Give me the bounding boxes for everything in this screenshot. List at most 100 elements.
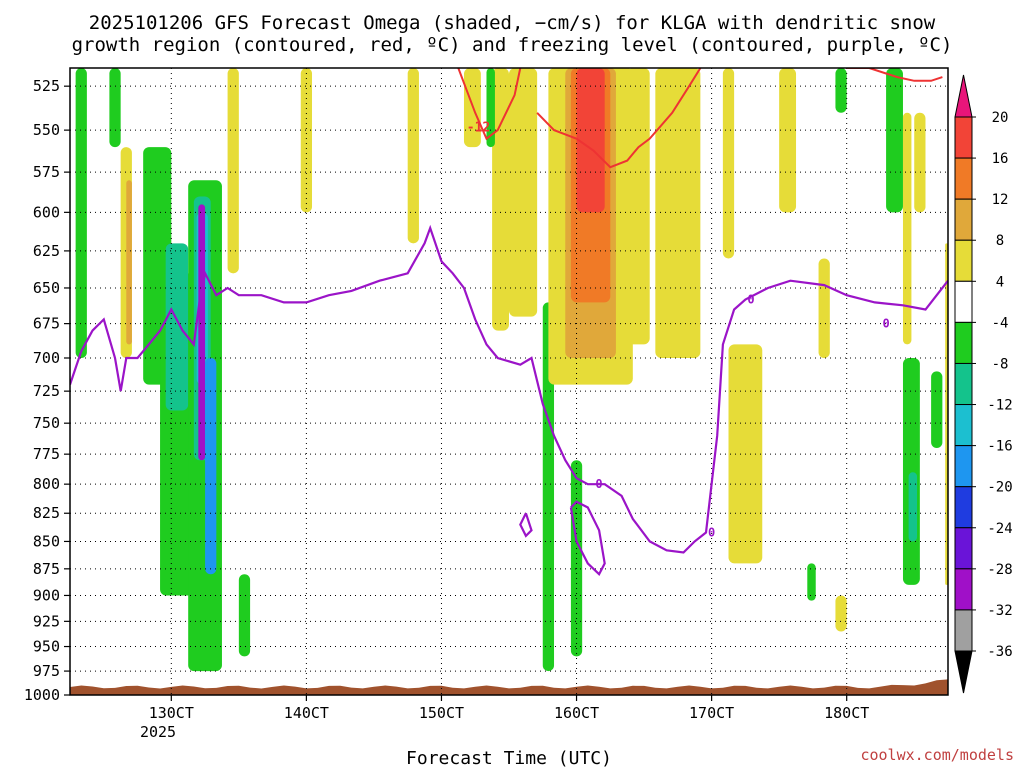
omega-region: [227, 68, 239, 274]
y-tick-label: 950: [33, 638, 60, 656]
omega-region: [914, 112, 926, 213]
omega-region: [542, 302, 555, 672]
y-tick-label: 925: [33, 612, 60, 630]
omega-region: [902, 112, 912, 345]
y-tick-label: 900: [33, 586, 60, 604]
colorbar-label: -36: [987, 644, 1012, 660]
colorbar-label: 16: [992, 151, 1009, 167]
colorbar-bin: [954, 157, 973, 200]
omega-region: [835, 595, 847, 632]
y-tick-label: 650: [33, 279, 60, 297]
colorbar-bin: [954, 116, 973, 159]
omega-region: [902, 357, 920, 585]
plot-frame: [69, 67, 949, 696]
omega-region: [818, 258, 830, 358]
y-tick-label: 850: [33, 532, 60, 550]
colorbar-bin: [954, 445, 973, 488]
freezing-level-label: 0: [708, 526, 715, 540]
ground-terrain: [70, 679, 948, 695]
omega-region: [576, 68, 605, 213]
y-tick-label: 975: [33, 662, 60, 680]
y-tick-label: 525: [33, 77, 60, 95]
x-tick-label: 170CT: [689, 704, 734, 722]
dendritic-contour-line: [846, 68, 943, 82]
colorbar-bin: [954, 280, 973, 323]
omega-region: [908, 472, 918, 542]
colorbar-bottom-arrow: [954, 650, 973, 694]
colorbar-bin: [954, 568, 973, 611]
freezing-level-label: 0: [595, 477, 602, 491]
y-tick-label: 625: [33, 242, 60, 260]
colorbar-bin: [954, 486, 973, 529]
y-tick-label: 550: [33, 121, 60, 139]
y-tick-label: 725: [33, 382, 60, 400]
y-tick-label: 800: [33, 475, 60, 493]
freezing-level-small-loop: [519, 512, 533, 538]
colorbar-bin: [954, 239, 973, 282]
contour-lines: -12 0 0 0 0: [70, 68, 948, 577]
y-tick-label: 875: [33, 560, 60, 578]
x-axis-year-label: 2025: [140, 723, 176, 741]
x-axis-title: Forecast Time (UTC): [406, 748, 612, 768]
colorbar-bin: [954, 362, 973, 406]
x-tick-label: 150CT: [419, 704, 464, 722]
colorbar-label: -20: [987, 480, 1012, 496]
colorbar-label: -24: [987, 521, 1012, 537]
colorbar-label: -28: [987, 562, 1012, 578]
y-tick-label: 750: [33, 414, 60, 432]
omega-region: [198, 204, 206, 461]
colorbar: 20 16 12 8 4 -4 -8 -12 -16 -20 -24 -28 -32 -36: [954, 74, 1013, 694]
omega-region: [807, 563, 816, 601]
omega-region: [75, 68, 87, 358]
freezing-level-line: [70, 224, 948, 554]
y-tick-label: 575: [33, 163, 60, 181]
omega-region: [655, 68, 701, 358]
colorbar-label: -32: [987, 603, 1012, 619]
colorbar-label: 12: [992, 192, 1009, 208]
x-tick-label: 180CT: [824, 704, 869, 722]
x-tick-label: 140CT: [284, 704, 329, 722]
omega-region: [492, 68, 509, 331]
y-tick-label: 825: [33, 504, 60, 522]
x-tick-label: 160CT: [554, 704, 599, 722]
omega-region: [779, 68, 797, 213]
freezing-level-label: 0: [747, 293, 754, 307]
y-tick-label: 775: [33, 445, 60, 463]
omega-region: [407, 68, 419, 244]
colorbar-label: 8: [996, 233, 1004, 249]
omega-region: [126, 180, 132, 345]
title-line-1: 2025101206 GFS Forecast Omega (shaded, −…: [89, 12, 936, 34]
omega-shading: [75, 68, 948, 672]
colorbar-label: -4: [992, 315, 1009, 331]
colorbar-bin: [954, 321, 973, 364]
omega-region: [300, 68, 313, 213]
colorbar-label: 4: [996, 274, 1004, 290]
colorbar-label: -8: [992, 356, 1009, 372]
colorbar-bin: [954, 404, 973, 447]
colorbar-bin: [954, 609, 973, 652]
colorbar-label: -12: [987, 398, 1012, 414]
omega-region: [886, 68, 903, 213]
omega-region: [205, 357, 217, 575]
y-tick-label: 1000: [24, 686, 60, 704]
y-axis-ticks: 525 550 575 600 625 650 675 700 725 750 775 800 825 8…: [24, 77, 70, 704]
omega-region: [931, 371, 943, 449]
ground-fill: [70, 679, 948, 695]
omega-region: [627, 68, 650, 345]
colorbar-label: 20: [992, 110, 1009, 126]
title-line-2: growth region (contoured, red, ºC) and f…: [72, 34, 953, 56]
y-tick-label: 700: [33, 349, 60, 367]
colorbar-label: -16: [987, 439, 1012, 455]
omega-region: [238, 574, 251, 657]
y-tick-label: 600: [33, 203, 60, 221]
freezing-level-loop: [569, 500, 606, 577]
x-tick-label: 130CT: [149, 704, 194, 722]
dendritic-contour-line: [457, 68, 522, 141]
dendritic-contour-line: [536, 68, 702, 169]
omega-region: [165, 243, 189, 411]
freezing-level-label: 0: [882, 317, 889, 331]
omega-region: [722, 68, 735, 259]
credit-label: coolwx.com/models: [860, 746, 1014, 764]
colorbar-bin: [954, 198, 973, 241]
